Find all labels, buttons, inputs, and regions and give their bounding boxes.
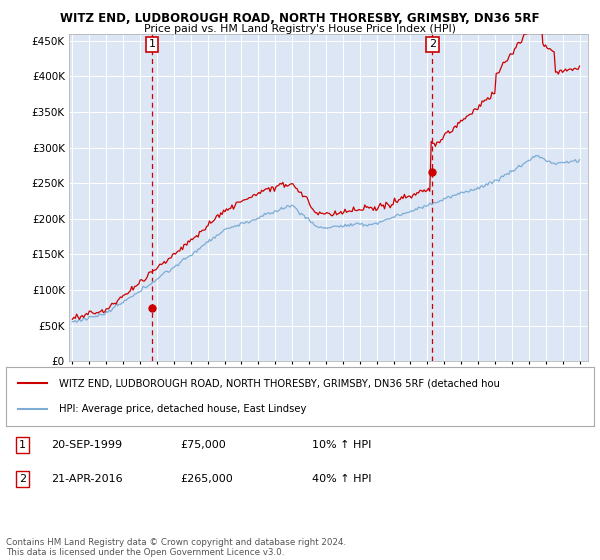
Text: WITZ END, LUDBOROUGH ROAD, NORTH THORESBY, GRIMSBY, DN36 5RF (detached hou: WITZ END, LUDBOROUGH ROAD, NORTH THORESB… xyxy=(59,378,500,388)
Text: £265,000: £265,000 xyxy=(180,474,233,484)
Text: 2: 2 xyxy=(19,474,26,484)
Text: 21-APR-2016: 21-APR-2016 xyxy=(51,474,122,484)
Text: 1: 1 xyxy=(19,440,26,450)
Text: WITZ END, LUDBOROUGH ROAD, NORTH THORESBY, GRIMSBY, DN36 5RF: WITZ END, LUDBOROUGH ROAD, NORTH THORESB… xyxy=(60,12,540,25)
Text: Price paid vs. HM Land Registry's House Price Index (HPI): Price paid vs. HM Land Registry's House … xyxy=(144,24,456,34)
Text: HPI: Average price, detached house, East Lindsey: HPI: Average price, detached house, East… xyxy=(59,404,306,414)
Text: 2: 2 xyxy=(429,39,436,49)
Text: 40% ↑ HPI: 40% ↑ HPI xyxy=(312,474,371,484)
Text: 20-SEP-1999: 20-SEP-1999 xyxy=(51,440,122,450)
Text: 10% ↑ HPI: 10% ↑ HPI xyxy=(312,440,371,450)
Text: 1: 1 xyxy=(149,39,155,49)
Text: £75,000: £75,000 xyxy=(180,440,226,450)
Text: Contains HM Land Registry data © Crown copyright and database right 2024.
This d: Contains HM Land Registry data © Crown c… xyxy=(6,538,346,557)
